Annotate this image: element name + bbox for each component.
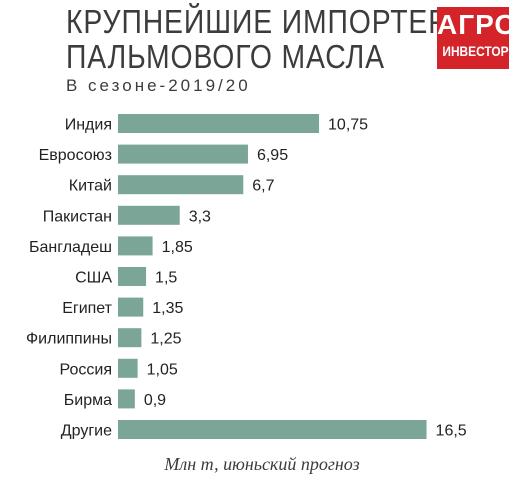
bar [118, 175, 244, 195]
category-label: Другие [61, 423, 112, 440]
unit-footnote: Млн т, июньский прогноз [164, 454, 360, 474]
category-label: Индия [65, 117, 112, 134]
value-label: 6,95 [257, 147, 288, 164]
bar [118, 267, 147, 286]
logo-line-1: АГРО [437, 9, 518, 40]
category-label: Китай [69, 178, 112, 195]
category-label: Филиппины [26, 331, 112, 348]
bar [118, 358, 138, 378]
value-label: 16,5 [436, 423, 467, 440]
value-label: 1,05 [147, 361, 178, 378]
value-label: 1,5 [155, 270, 177, 287]
category-label: Бирма [64, 392, 112, 409]
category-label: Россия [60, 361, 112, 378]
value-label: 3,3 [189, 208, 211, 225]
category-label: США [75, 270, 112, 287]
bar [118, 144, 248, 164]
category-label: Пакистан [43, 208, 112, 225]
bar [118, 389, 135, 409]
value-label: 10,75 [328, 117, 368, 134]
value-label: 1,35 [152, 300, 183, 317]
bar [118, 236, 153, 256]
bar-chart: Индия 10,75 Евросоюз 6,95 Китай 6,7 Пакистан 3,… [26, 114, 467, 440]
bar [118, 328, 142, 348]
chart-subtitle: В сезоне-2019/20 [66, 76, 251, 95]
agroinvestor-logo: АГРО ИНВЕСТОР [437, 7, 518, 69]
chart-title: КРУПНЕЙШИЕ ИМПОРТЕРЫ ПАЛЬМОВОГО МАСЛА [66, 4, 474, 74]
value-label: 6,7 [252, 178, 274, 195]
bar [118, 420, 427, 439]
value-label: 1,25 [150, 331, 181, 348]
category-label: Египет [62, 300, 112, 317]
bar [118, 114, 320, 133]
category-label: Бангладеш [29, 239, 112, 256]
value-label: 1,85 [162, 239, 193, 256]
bar [118, 205, 180, 225]
logo-line-2: ИНВЕСТОР [442, 43, 509, 59]
category-label: Евросоюз [39, 147, 112, 164]
title-line-1: КРУПНЕЙШИЕ ИМПОРТЕРЫ [66, 3, 475, 40]
bar [118, 297, 144, 317]
value-label: 0,9 [144, 392, 166, 409]
title-line-2: ПАЛЬМОВОГО МАСЛА [66, 38, 385, 75]
